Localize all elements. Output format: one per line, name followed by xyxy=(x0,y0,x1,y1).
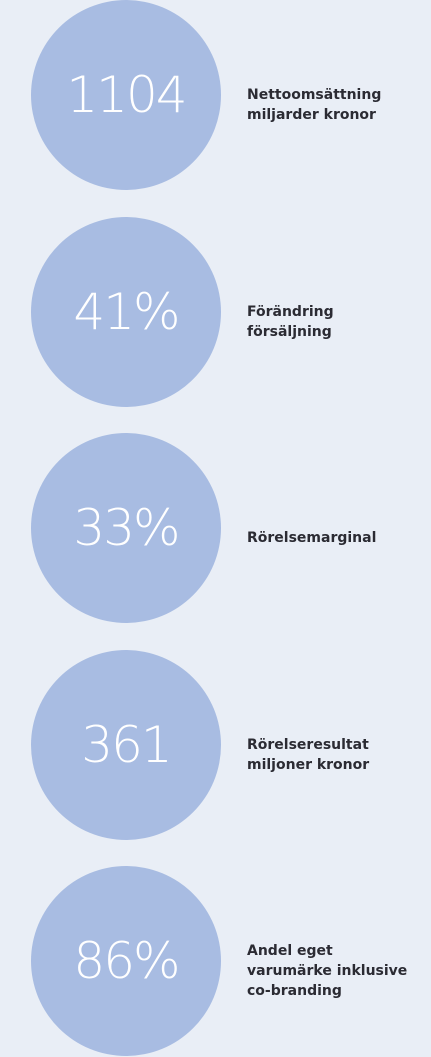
kpi-label-line: Andel eget xyxy=(247,943,333,959)
kpi-value: 33% xyxy=(73,499,180,557)
kpi-label: Rörelsemarginal xyxy=(247,528,431,548)
kpi-label: Nettoomsättning miljarder kronor xyxy=(247,85,431,125)
kpi-circle: 361 xyxy=(31,649,221,840)
kpi-label-line: varumärke inklusive xyxy=(247,963,408,979)
kpi-value: 41% xyxy=(73,282,180,341)
kpi-value: 361 xyxy=(81,715,172,774)
kpi-label: Förändring försäljning xyxy=(247,302,431,342)
kpi-circle: 86% xyxy=(31,866,221,1056)
kpi-label-line: Rörelsemarginal xyxy=(247,530,377,546)
kpi-label: Rörelseresultat miljoner kronor xyxy=(247,735,431,775)
kpi-label: Andel eget varumärke inklusive co-branding xyxy=(247,941,431,1001)
kpi-circle: 1104 xyxy=(31,0,221,190)
kpi-label-line: miljoner kronor xyxy=(247,756,370,773)
kpi-value: 86% xyxy=(73,932,180,990)
kpi-value: 1104 xyxy=(66,66,187,124)
kpi-label-line: Förändring xyxy=(247,303,334,320)
kpi-circle: 41% xyxy=(31,216,221,407)
kpi-circle: 33% xyxy=(31,433,221,623)
kpi-label-line: Rörelseresultat xyxy=(247,736,369,753)
kpi-label-line: försäljning xyxy=(247,323,332,340)
kpi-label-line: miljarder kronor xyxy=(247,107,376,123)
kpi-label-line: Nettoomsättning xyxy=(247,87,382,103)
kpi-label-line: co-branding xyxy=(247,983,342,999)
